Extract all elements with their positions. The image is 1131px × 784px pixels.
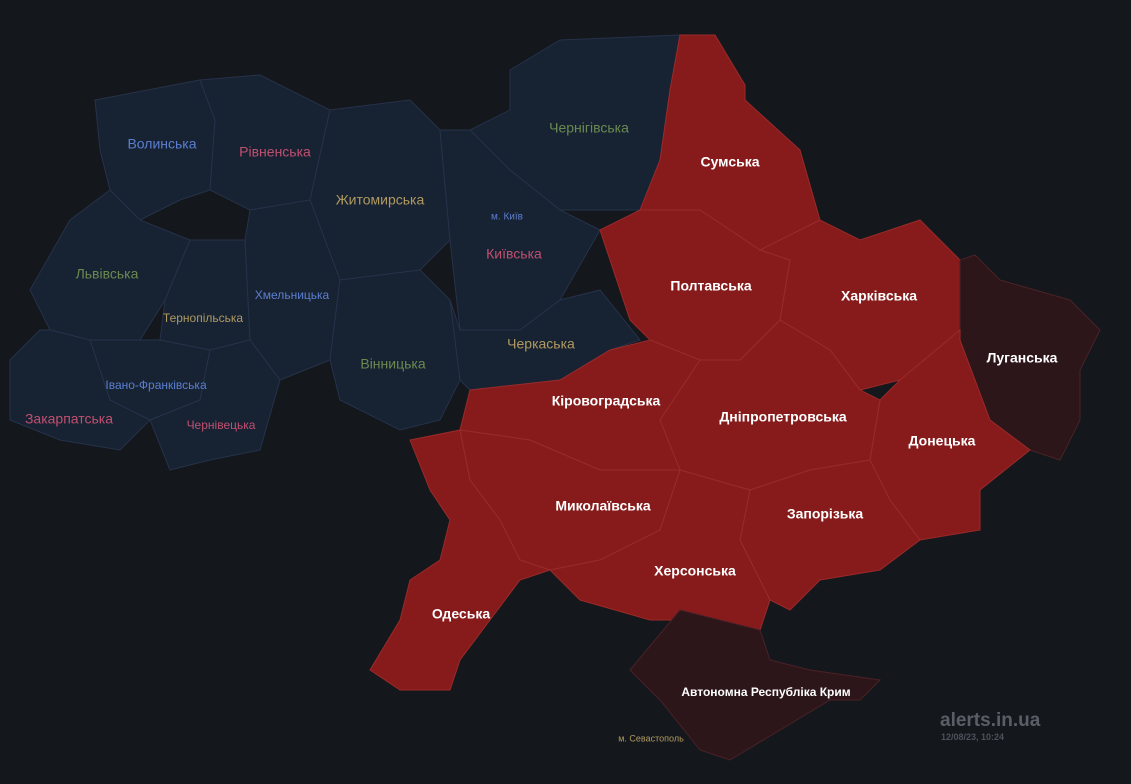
region-zhytomyr[interactable] <box>309 99 451 281</box>
label-khmelnytskyi: Хмельницька <box>255 288 330 302</box>
label-dnipro: Дніпропетровська <box>719 409 847 425</box>
label-luhansk: Луганська <box>987 350 1058 366</box>
label-kharkiv: Харківська <box>841 288 917 304</box>
region-rivne[interactable] <box>199 74 331 211</box>
label-cherkasy: Черкаська <box>507 336 575 352</box>
label-kyiv-city: м. Київ <box>491 212 523 223</box>
label-sevastopol: м. Севастополь <box>618 733 684 743</box>
region-kyiv[interactable] <box>439 129 601 331</box>
region-crimea[interactable] <box>629 609 882 761</box>
label-ternopil: Тернопільська <box>163 311 243 325</box>
label-zaporizhzhia: Запорізька <box>787 506 864 522</box>
region-cherkasy[interactable] <box>449 289 641 391</box>
label-kyiv: Київська <box>486 246 542 262</box>
label-donetsk: Донецька <box>909 433 976 449</box>
label-zakarpattia: Закарпатська <box>25 411 113 427</box>
label-zhytomyr: Житомирська <box>336 192 425 208</box>
watermark-timestamp: 12/08/23, 10:24 <box>941 732 1005 742</box>
label-crimea: Автономна Республіка Крим <box>681 685 850 699</box>
label-odesa: Одеська <box>432 606 490 622</box>
region-chernivtsi[interactable] <box>149 339 281 471</box>
label-kirovohrad: Кіровоградська <box>552 393 661 409</box>
label-mykolaiv: Миколаївська <box>555 498 651 514</box>
label-vinnytsia: Вінницька <box>360 356 425 372</box>
region-odesa[interactable] <box>369 429 552 691</box>
label-sumy: Сумська <box>700 154 759 170</box>
label-kherson: Херсонська <box>654 563 736 579</box>
label-lviv: Львівська <box>76 266 139 282</box>
region-zakarpattia[interactable] <box>9 329 151 451</box>
label-poltava: Полтавська <box>670 278 751 294</box>
label-volyn: Волинська <box>127 136 196 152</box>
region-kherson[interactable] <box>548 469 771 631</box>
label-chernivtsi: Чернівецька <box>187 418 256 432</box>
region-vinnytsia[interactable] <box>329 269 461 431</box>
label-rivne: Рівненська <box>239 144 311 160</box>
watermark-site: alerts.in.ua <box>940 710 1041 731</box>
label-ivano-frankivsk: Івано-Франківська <box>105 378 207 392</box>
label-chernihiv: Чернігівська <box>549 120 629 136</box>
